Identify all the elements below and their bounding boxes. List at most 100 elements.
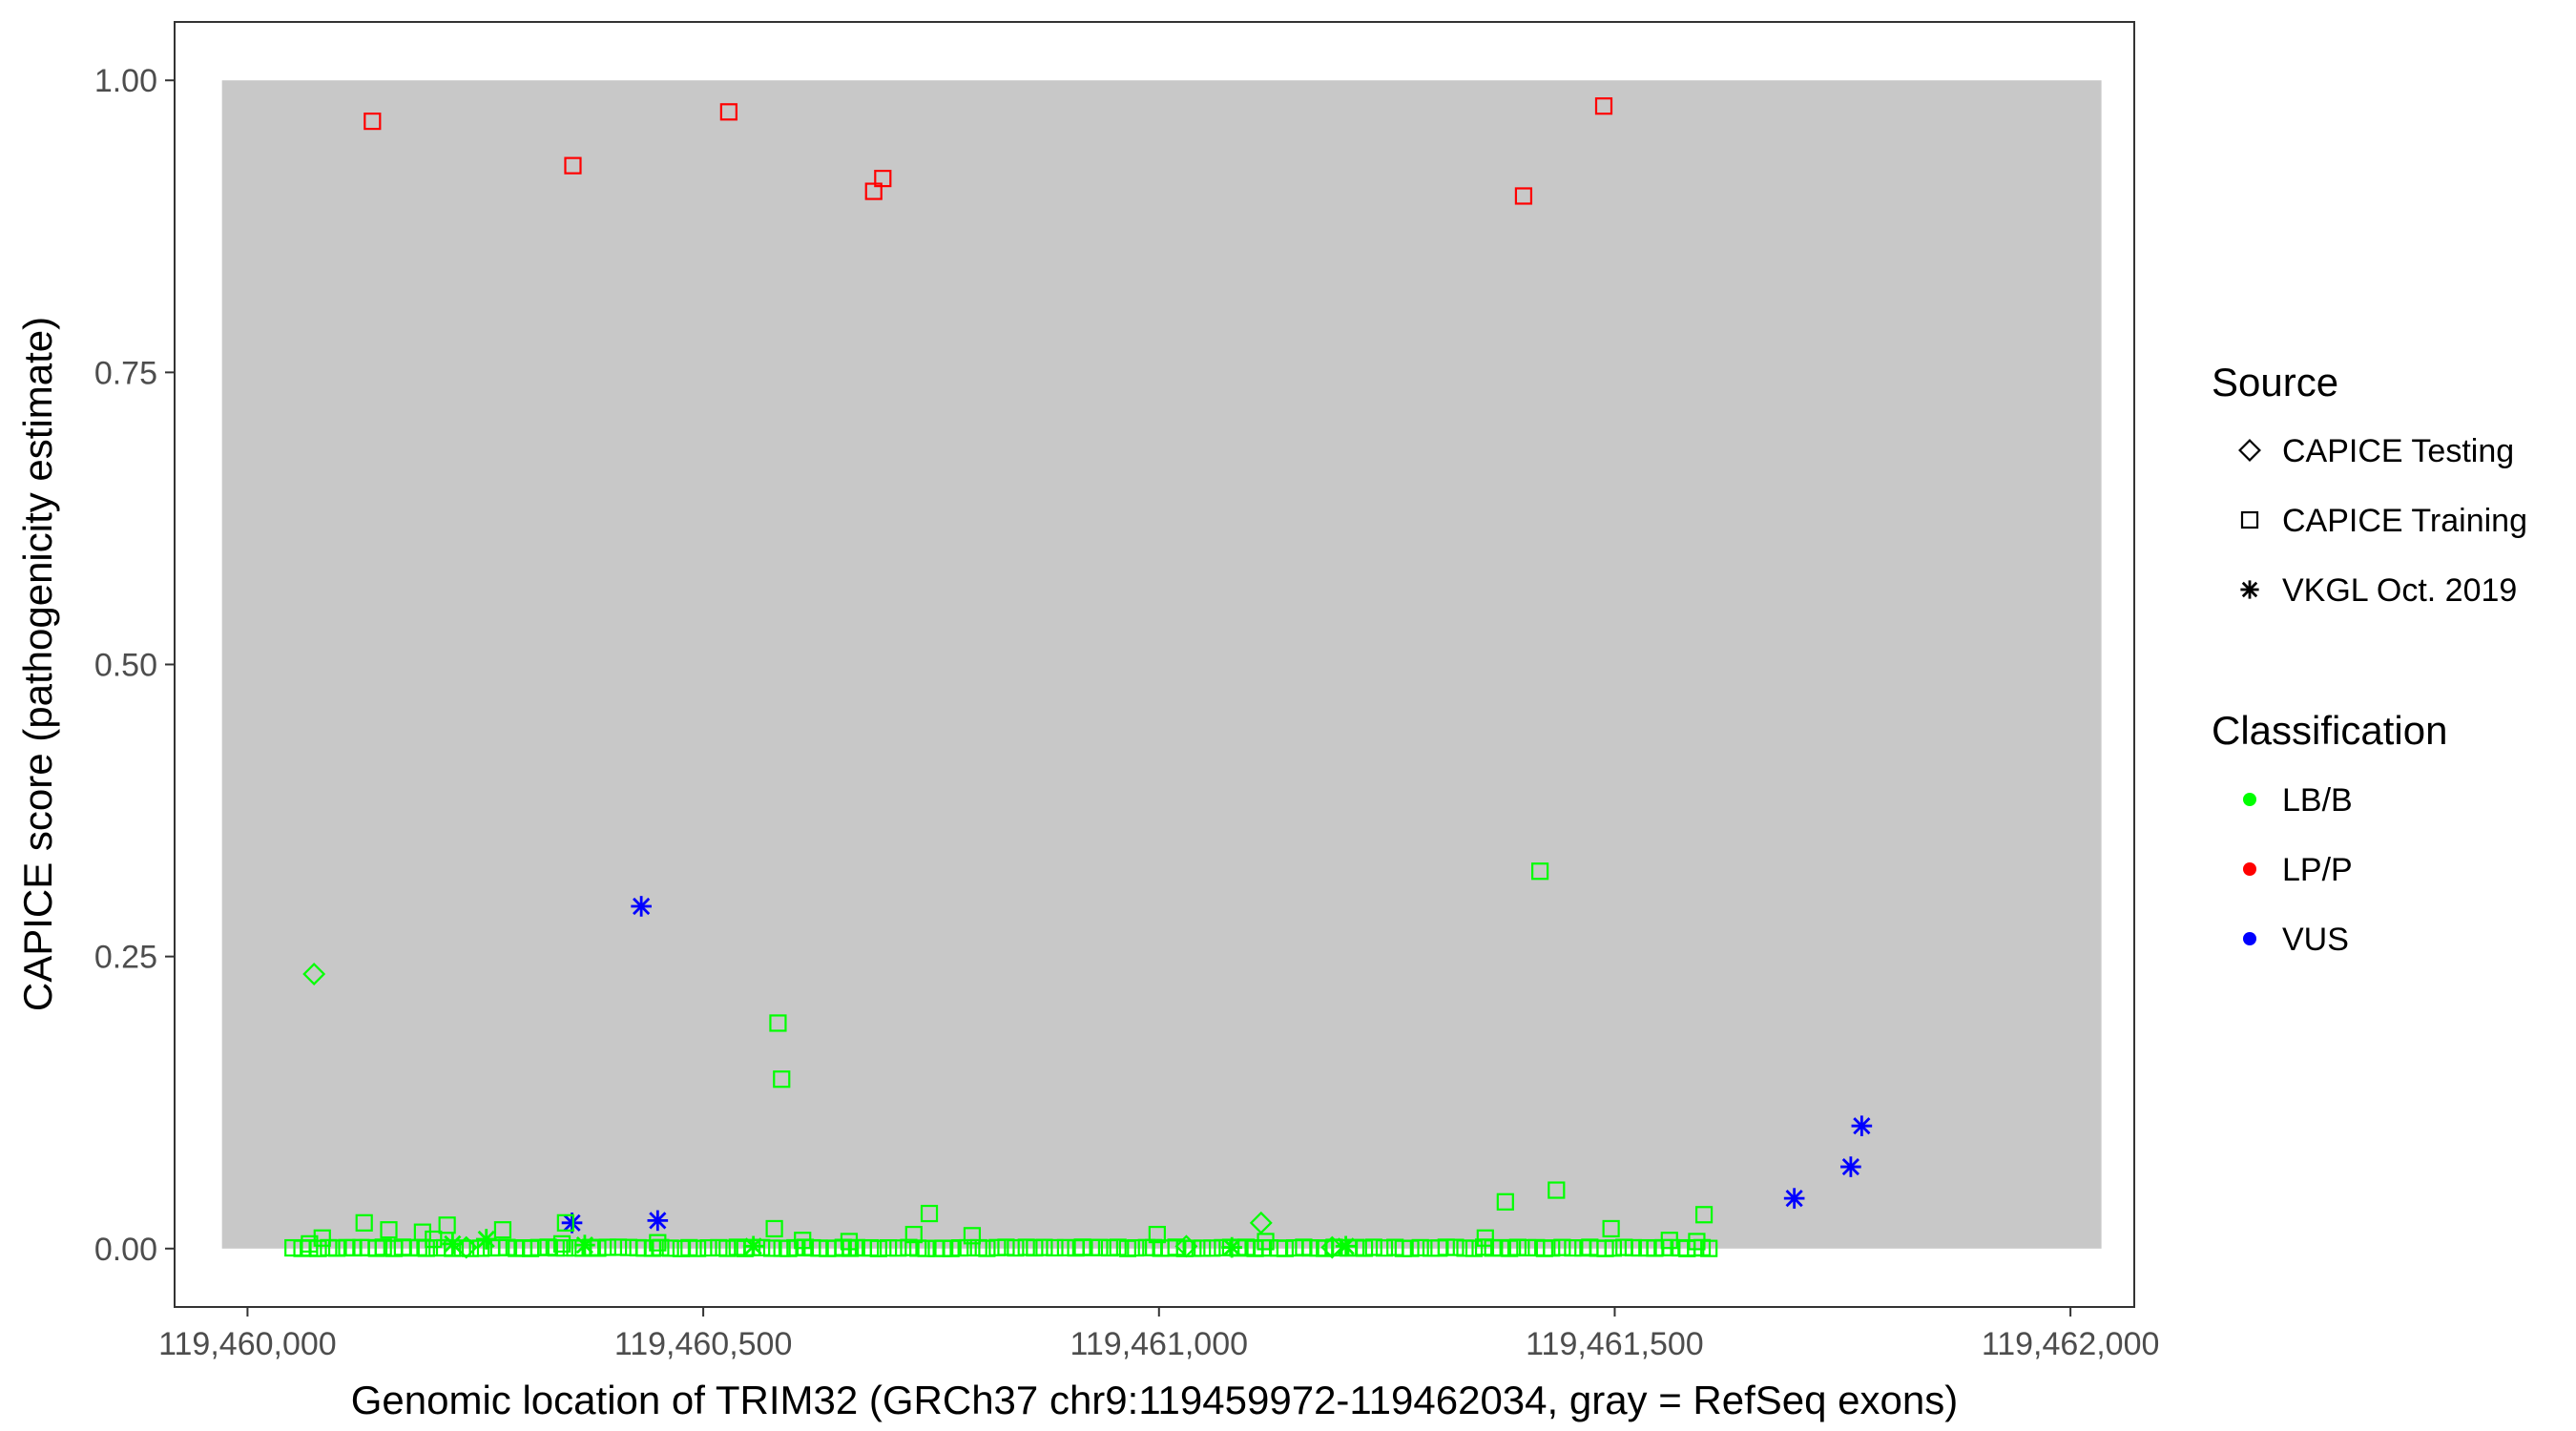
data-point [900,1238,918,1256]
data-point [380,1221,398,1239]
legend-color-dot-icon [2243,932,2256,945]
data-point [438,1216,456,1234]
data-point [661,1239,679,1257]
data-point [963,1227,982,1245]
data-point [598,1238,616,1256]
data-point [631,896,652,917]
data-point [355,1213,373,1232]
exon-band [221,80,2102,1249]
legend-color-dot-icon [2243,793,2256,806]
data-point [917,1239,935,1257]
data-point [699,1238,717,1257]
legend-source-label: CAPICE Training [2282,503,2527,539]
data-point [1167,1238,1185,1256]
data-point [649,1234,667,1252]
x-tick-label: 119,461,000 [1070,1326,1248,1362]
data-point [1375,1239,1394,1257]
data-point [1446,1238,1465,1256]
data-point [718,1239,737,1257]
data-point [1056,1238,1074,1256]
data-point [742,1235,764,1257]
data-point [475,1229,497,1250]
data-point [471,1239,490,1257]
legend-source-label: VKGL Oct. 2019 [2282,572,2517,609]
data-point [1007,1238,1025,1257]
data-point [1109,1238,1127,1256]
data-point [364,112,382,131]
data-point [1508,1238,1527,1256]
legend-square-icon [2240,510,2259,529]
data-point [864,182,883,200]
data-point [978,1239,996,1257]
x-tick-label: 119,460,000 [158,1326,337,1362]
data-point [1221,1236,1243,1258]
legend-classification-label: LB/B [2282,782,2353,819]
data-point [1320,1235,1344,1259]
data-point [374,1238,392,1256]
data-point [1456,1239,1474,1257]
data-point [1594,97,1613,115]
data-point [719,103,737,121]
data-point [1514,187,1533,205]
x-tick-label: 119,461,500 [1526,1326,1704,1362]
data-point [1184,1239,1202,1257]
data-point [652,1238,670,1256]
data-point [1465,1239,1484,1257]
data-point [1531,862,1549,881]
data-point [1174,1234,1198,1258]
data-point [869,1239,887,1257]
legend-classification-title: Classification [2212,708,2447,753]
data-point [1491,1238,1510,1257]
data-point [1783,1188,1805,1209]
legend: Source CAPICE Testing CAPICE Training VKGL… [2212,360,2527,958]
legend-classification-items: LB/B LP/P VUS [2243,782,2353,958]
data-point [1073,1238,1091,1256]
data-point [959,1238,977,1257]
data-point [1046,1238,1064,1257]
data-point [1660,1232,1678,1250]
y-axis-label: CAPICE score (pathogenicity estimate) [15,317,60,1011]
data-point [1840,1156,1861,1177]
data-point [762,1239,781,1257]
data-point [284,1238,302,1257]
y-tick-label: 0.25 [94,940,157,976]
data-point [552,1234,571,1253]
data-point [425,1230,443,1249]
axes-layer: 0.00 0.25 0.50 0.75 1.00 119,460,000 119,460,5… [94,63,2160,1362]
legend-classification-label: LP/P [2282,852,2353,888]
data-point [1127,1238,1145,1257]
y-tick-label: 1.00 [94,63,157,99]
legend-source-label: CAPICE Testing [2282,433,2514,469]
data-point [1364,1238,1382,1256]
data-point [556,1213,574,1232]
data-point [1564,1238,1582,1257]
data-point [564,156,582,175]
x-axis-label: Genomic location of TRIM32 (GRCh37 chr9:… [351,1378,1959,1422]
data-point [1035,1238,1053,1256]
data-point [1496,1192,1514,1211]
legend-source-title: Source [2212,360,2338,404]
data-point [1335,1235,1357,1257]
data-point [904,1225,923,1244]
exon-band-layer [221,80,2102,1249]
legend-classification-label: VUS [2282,922,2349,958]
data-point [889,1239,907,1257]
data-point [309,1239,327,1257]
points-layer [284,97,1873,1259]
data-point [765,1219,783,1238]
y-tick-label: 0.75 [94,355,157,391]
data-point [1543,1239,1561,1257]
data-point [530,1238,548,1256]
data-point [589,1239,607,1257]
data-point [302,963,326,985]
data-point [1257,1233,1275,1251]
data-point [1688,1233,1706,1251]
x-tick-label: 119,462,000 [1982,1326,2160,1362]
data-point [1411,1238,1429,1256]
legend-asterisk-icon [2240,580,2259,599]
y-tick-label: 0.50 [94,648,157,684]
data-point [874,169,892,188]
data-point [1851,1115,1873,1136]
data-point [1148,1225,1166,1244]
